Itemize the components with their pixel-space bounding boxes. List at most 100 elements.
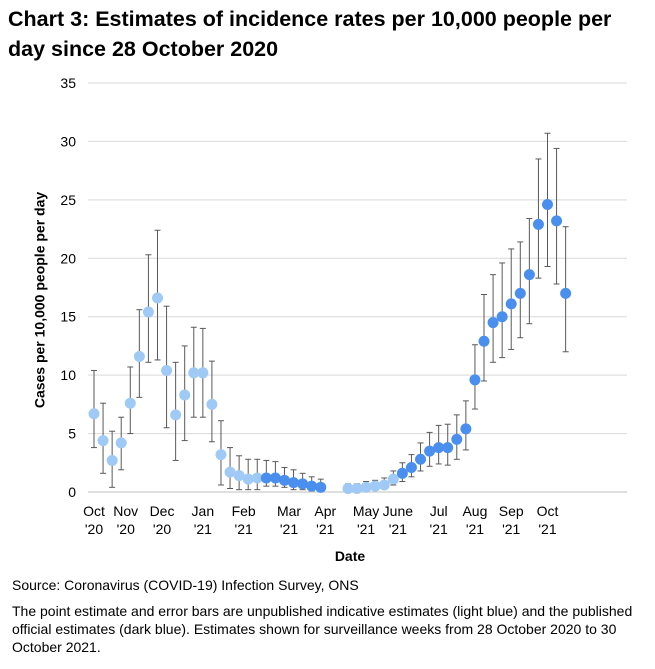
- x-tick-month: Nov: [113, 503, 138, 519]
- x-tick-year: '21: [357, 521, 375, 537]
- x-tick-year: '21: [430, 521, 448, 537]
- y-tick-label: 5: [68, 426, 76, 442]
- point-indicative: [142, 306, 154, 318]
- x-tick-year: '21: [194, 521, 212, 537]
- y-tick-label: 10: [60, 367, 76, 383]
- error-bar: [535, 158, 542, 279]
- x-tick-label: May '21: [353, 503, 379, 537]
- gridlines: [88, 82, 627, 435]
- x-tick-label: June '21: [383, 503, 414, 537]
- point-published: [415, 453, 427, 465]
- x-tick-label: Aug '21: [462, 503, 487, 537]
- x-tick-label: Nov '20: [113, 503, 138, 537]
- point-indicative: [342, 482, 354, 494]
- point-published: [451, 433, 463, 445]
- y-tick-label: 15: [60, 309, 76, 325]
- x-tick-year: '21: [538, 521, 556, 537]
- y-axis-title-wrap: Cases per 10,000 people per day: [20, 190, 60, 410]
- x-tick-label: Oct '21: [537, 503, 559, 537]
- point-indicative: [151, 292, 163, 304]
- y-tick-label: 20: [60, 250, 76, 266]
- x-tick-label: Apr '21: [314, 503, 336, 537]
- y-axis-title: Cases per 10,000 people per day: [31, 191, 48, 409]
- x-tick-year: '21: [502, 521, 520, 537]
- x-tick-month: Jul: [430, 503, 448, 519]
- point-indicative: [97, 435, 109, 447]
- point-published: [514, 287, 526, 299]
- point-indicative: [133, 350, 145, 362]
- x-tick-label: Feb '21: [232, 503, 256, 537]
- point-indicative: [170, 409, 182, 421]
- point-published: [523, 269, 535, 281]
- x-tick-month: Mar: [277, 503, 301, 519]
- x-tick-year: '21: [389, 521, 407, 537]
- point-indicative: [378, 479, 390, 491]
- x-tick-label: Mar '21: [277, 503, 301, 537]
- point-published: [269, 472, 281, 484]
- point-indicative: [124, 397, 136, 409]
- data-points: [88, 199, 572, 494]
- point-published: [424, 445, 436, 457]
- x-tick-month: May: [353, 503, 379, 519]
- point-published: [469, 374, 481, 386]
- x-tick-year: '21: [316, 521, 334, 537]
- x-tick-year: '20: [153, 521, 171, 537]
- point-indicative: [161, 364, 173, 376]
- point-published: [278, 474, 290, 486]
- point-published: [496, 311, 508, 323]
- x-tick-month: Oct: [537, 503, 559, 519]
- point-indicative: [351, 482, 363, 494]
- point-published: [551, 215, 563, 227]
- x-tick-month: Feb: [232, 503, 256, 519]
- point-published: [315, 481, 327, 493]
- y-tick-label: 35: [60, 75, 76, 91]
- point-published: [396, 467, 408, 479]
- error-bars: [91, 132, 569, 492]
- y-tick-label: 30: [60, 133, 76, 149]
- x-tick-month: Jan: [192, 503, 215, 519]
- chart-title: Chart 3: Estimates of incidence rates pe…: [8, 7, 612, 61]
- point-indicative: [206, 398, 218, 410]
- y-axis-ticks: 0 5 10 15 20 25 30 35: [60, 75, 76, 500]
- point-published: [297, 478, 309, 490]
- point-published: [532, 218, 544, 230]
- point-indicative: [369, 480, 381, 492]
- point-published: [442, 442, 454, 454]
- x-tick-year: '21: [235, 521, 253, 537]
- x-tick-month: Dec: [150, 503, 175, 519]
- point-indicative: [179, 389, 191, 401]
- point-published: [478, 335, 490, 347]
- x-tick-label: Sep '21: [499, 503, 524, 537]
- x-tick-year: '21: [466, 521, 484, 537]
- point-indicative: [188, 367, 200, 379]
- footnote: The point estimate and error bars are un…: [12, 603, 633, 655]
- point-published: [288, 477, 300, 489]
- point-published: [260, 472, 272, 484]
- x-tick-year: '21: [280, 521, 298, 537]
- x-axis-ticks: Oct '20 Nov '20 Dec '20 Jan '21 Feb '21 Mar '21 Apr '…: [83, 503, 558, 537]
- x-tick-label: Jul '21: [430, 503, 448, 537]
- point-published: [433, 442, 445, 454]
- point-indicative: [115, 437, 127, 449]
- x-axis-title: Date: [334, 548, 366, 564]
- x-tick-year: '20: [117, 521, 135, 537]
- point-indicative: [106, 454, 118, 466]
- point-indicative: [233, 470, 245, 482]
- point-published: [460, 423, 472, 435]
- x-tick-label: Jan '21: [192, 503, 215, 537]
- point-published: [560, 287, 572, 299]
- y-tick-label: 0: [68, 484, 76, 500]
- source-note: Source: Coronavirus (COVID-19) Infection…: [12, 577, 359, 593]
- point-indicative: [224, 466, 236, 478]
- point-indicative: [387, 473, 399, 485]
- error-bar: [499, 262, 506, 359]
- x-tick-month: Oct: [83, 503, 105, 519]
- point-published: [405, 461, 417, 473]
- x-tick-label: Oct '20: [83, 503, 105, 537]
- point-indicative: [242, 473, 254, 485]
- x-tick-month: Apr: [314, 503, 336, 519]
- point-published: [542, 199, 553, 211]
- y-tick-label: 25: [60, 192, 76, 208]
- x-tick-month: Aug: [462, 503, 487, 519]
